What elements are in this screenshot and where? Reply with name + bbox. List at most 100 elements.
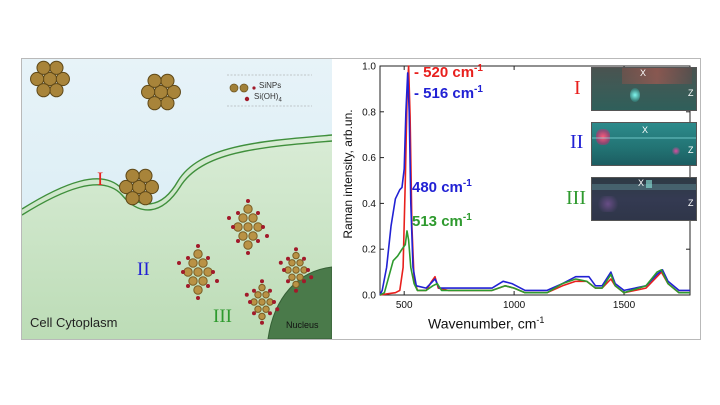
annotation-513-text: 513 cm — [412, 213, 463, 230]
y-tick-label: 0.8 — [362, 107, 376, 118]
inset-3-z-axis: Z — [688, 198, 694, 208]
cell-membrane-outer — [22, 134, 332, 210]
y-tick-label: 0.4 — [362, 199, 376, 210]
sioh4-molecule — [248, 300, 252, 304]
sioh4-molecule — [261, 225, 265, 229]
degrading-cluster — [193, 249, 203, 259]
sioh4-molecule — [265, 234, 269, 238]
sioh4-molecule — [256, 211, 260, 215]
sioh4-molecule — [215, 279, 219, 283]
sioh4-molecule — [302, 256, 306, 261]
inset-1-x-axis: X — [640, 68, 647, 78]
dissolving-cluster — [262, 291, 270, 299]
annotation-520: - 520 cm-1 — [414, 63, 483, 81]
degrading-cluster — [198, 258, 208, 268]
sinp-cluster-membrane — [119, 179, 134, 195]
degrading-cluster — [243, 222, 253, 232]
nucleus-label: Nucleus — [286, 320, 319, 330]
sioh4-molecule — [181, 270, 185, 274]
degrading-cluster — [198, 276, 208, 286]
sinp-cluster — [160, 96, 175, 111]
inset-3-band — [592, 184, 696, 190]
cell-schematic-svg — [22, 59, 332, 339]
dissolving-cluster — [292, 266, 300, 274]
sioh4-molecule — [268, 288, 272, 293]
sinp-cluster — [147, 96, 162, 111]
sioh4-molecule — [196, 296, 200, 300]
sioh4-molecule — [227, 216, 231, 220]
sioh4-molecule — [272, 300, 276, 304]
sinp-cluster-membrane — [138, 168, 153, 183]
confocal-inset-3: X Z — [591, 177, 697, 221]
sioh4-molecule — [186, 256, 190, 260]
annotation-480: 480 cm-1 — [412, 178, 472, 196]
sioh4-molecule — [244, 292, 249, 297]
y-axis-label: Raman intensity, arb.un. — [341, 109, 355, 239]
y-tick-label: 0.0 — [362, 291, 376, 302]
annotation-516: - 516 cm-1 — [414, 84, 483, 102]
degrading-cluster — [183, 267, 193, 277]
sioh4-molecule — [211, 270, 215, 274]
sioh4-molecule — [236, 239, 240, 243]
dissolving-cluster — [296, 273, 304, 281]
legend-sioh4-label: Si(OH)4 — [254, 92, 282, 104]
sinp-cluster — [36, 60, 51, 75]
sioh4-molecule — [231, 225, 235, 229]
dissolving-cluster — [258, 283, 266, 292]
dissolving-cluster — [254, 291, 262, 299]
sioh4-molecule — [275, 307, 280, 312]
x-tick-label: 1000 — [503, 300, 526, 311]
annotation-513: 513 cm-1 — [412, 212, 472, 230]
x-axis-label-text: Wavenumber, cm — [428, 315, 537, 332]
sinp-cluster — [147, 73, 162, 88]
sioh4-molecule — [206, 284, 210, 288]
sinp-cluster — [55, 71, 70, 87]
legend-sioh4-icon — [244, 96, 250, 102]
degrading-cluster — [233, 222, 243, 232]
legend-dot-icon — [252, 86, 256, 90]
inset-1-z-axis: Z — [688, 88, 694, 98]
confocal-inset-2: X Z — [591, 122, 697, 166]
x-tick-label: 500 — [396, 300, 413, 311]
degrading-cluster — [253, 222, 263, 232]
sioh4-molecule — [252, 311, 256, 316]
dissolving-cluster — [258, 312, 266, 321]
sioh4-molecule — [286, 256, 290, 261]
sioh4-molecule — [260, 279, 264, 284]
inset-1-signal — [630, 88, 640, 102]
inset-3-x-axis: X — [638, 178, 645, 188]
sioh4-molecule — [256, 239, 260, 243]
inset-2-red-spot-right — [672, 147, 680, 155]
sioh4-molecule — [306, 268, 310, 272]
degrading-cluster — [193, 267, 203, 277]
degrading-cluster — [243, 204, 253, 214]
y-tick-label: 0.6 — [362, 153, 376, 164]
x-axis-label-sup: -1 — [536, 315, 545, 325]
inset-2-x-axis: X — [642, 125, 649, 135]
annotation-480-text: 480 cm — [412, 179, 463, 196]
sinp-cluster-membrane — [138, 191, 153, 206]
legend-sioh4-main: Si(OH) — [254, 92, 279, 101]
sinp-cluster — [49, 60, 64, 75]
annotation-480-sup: -1 — [462, 178, 472, 189]
inset-3-purple — [598, 196, 618, 212]
inset-2-z-axis: Z — [688, 145, 694, 155]
sinp-cluster — [49, 83, 64, 98]
degrading-cluster — [238, 231, 248, 241]
inset-1-label: I — [574, 77, 581, 99]
degrading-cluster — [188, 258, 198, 268]
sioh4-molecule — [252, 288, 256, 293]
sioh4-molecule — [278, 260, 283, 265]
degrading-cluster — [248, 213, 258, 223]
degrading-cluster — [248, 231, 258, 241]
sioh4-molecule — [177, 261, 181, 265]
dissolving-cluster — [262, 305, 270, 313]
annotation-520-sup: -1 — [474, 63, 483, 74]
dissolving-cluster — [296, 259, 304, 267]
cell-membrane-inner — [22, 140, 332, 216]
sioh4-molecule — [286, 279, 290, 284]
sinp-cluster — [36, 83, 51, 98]
sioh4-molecule — [282, 268, 286, 272]
x-axis-label: Wavenumber, cm-1 — [428, 315, 544, 332]
sioh4-molecule — [294, 247, 298, 252]
